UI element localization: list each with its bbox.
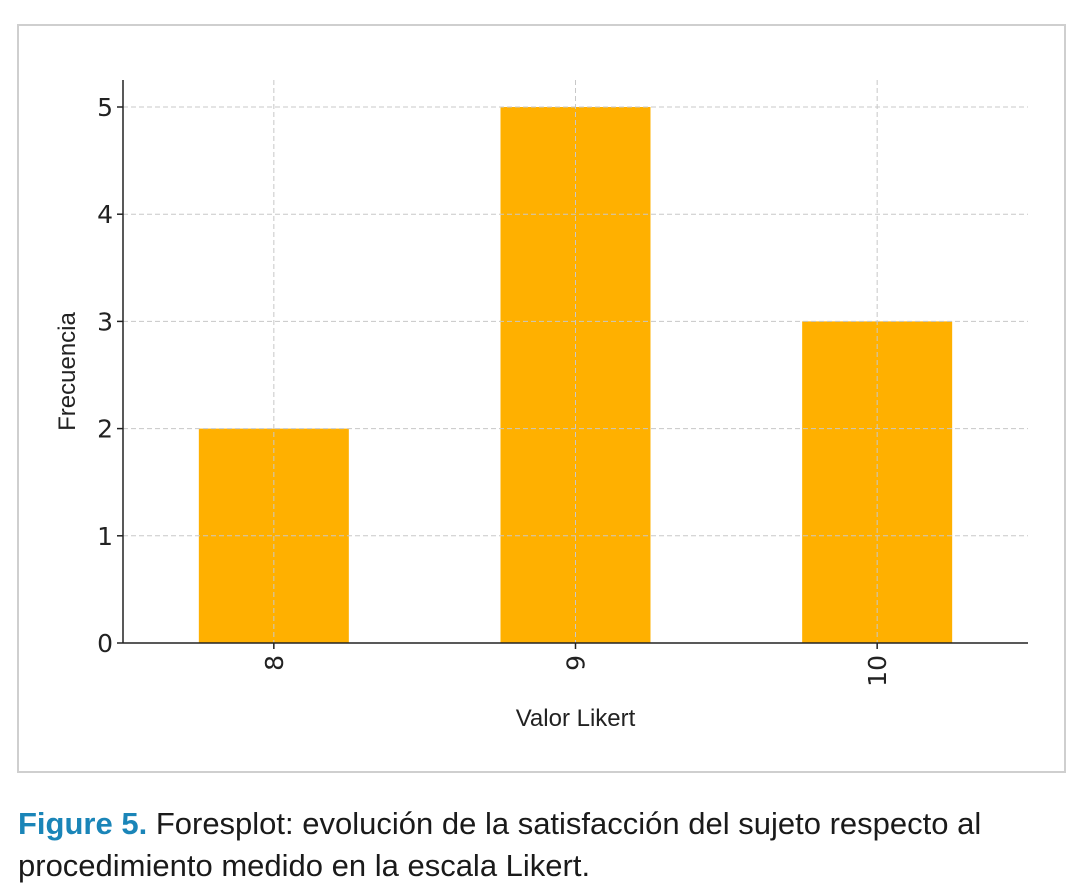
y-tick-label: 3 [97,307,113,336]
bar-chart: 0 1 2 3 4 5 8 9 10 Valor Likert Frecuencia [54,80,1028,732]
x-tick-label: 9 [562,655,591,671]
x-tick-label: 8 [260,655,289,671]
y-tick-label: 5 [97,93,113,122]
x-axis-label: Valor Likert [516,705,636,732]
y-tick-label: 2 [97,415,113,444]
y-axis-label: Frecuencia [54,311,81,430]
y-tick-label: 0 [97,629,113,658]
figure-caption: Figure 5. Foresplot: evolución de la sat… [18,803,1068,887]
y-tick-label: 4 [97,200,113,229]
y-tick-label: 1 [97,522,113,551]
figure-frame [17,24,1066,773]
caption-text: Foresplot: evolución de la satisfacción … [18,806,982,883]
caption-label: Figure 5. [18,806,148,841]
x-tick-label: 10 [863,655,892,687]
